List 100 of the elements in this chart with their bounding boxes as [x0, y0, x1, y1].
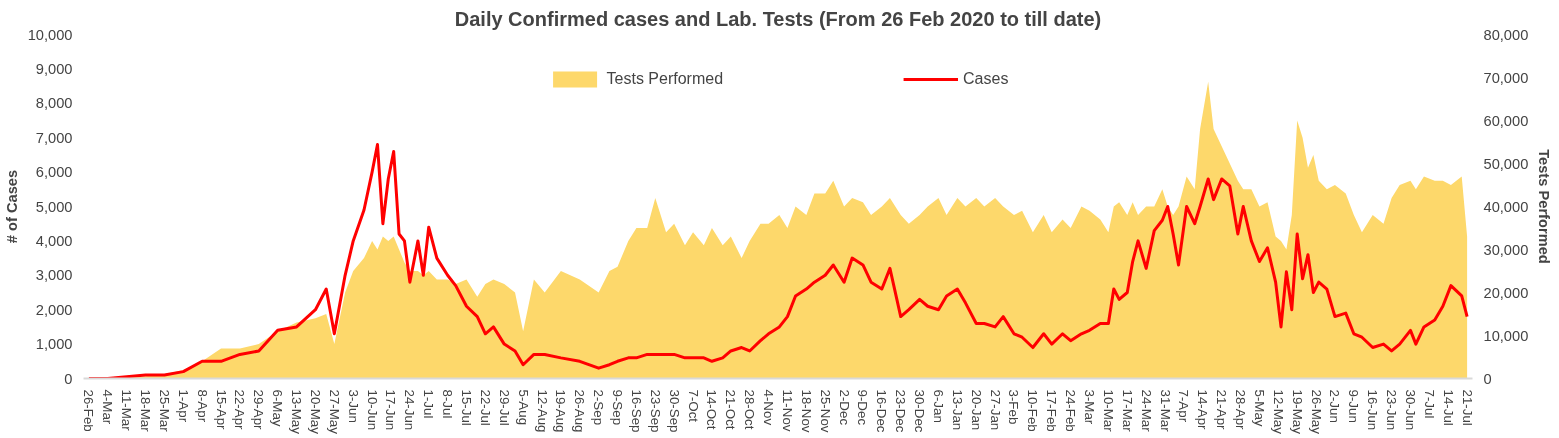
x-tick-label: 30-Jun [1402, 389, 1418, 431]
x-tick-label: 3-Mar [1082, 389, 1098, 425]
x-tick-label: 16-Dec [874, 389, 890, 433]
x-tick-label: 25-Mar [156, 389, 172, 433]
legend-label: Cases [963, 70, 1009, 88]
x-tick-label: 26-May [1308, 389, 1324, 435]
x-tick-label: 24-Jun [402, 389, 418, 431]
y-tick-label: 9,000 [35, 60, 73, 77]
x-tick-label: 31-Mar [1157, 389, 1173, 433]
x-tick-label: 21-Oct [723, 389, 739, 430]
x-tick-label: 17-Jun [383, 389, 399, 431]
x-tick-label: 6-Jan [930, 389, 946, 423]
x-tick-label: 20-Jan [968, 389, 984, 431]
x-tick-label: 3-Jun [345, 389, 361, 423]
x-tick-label: 22-Jul [477, 389, 493, 426]
x-tick-label: 18-Mar [138, 389, 154, 433]
x-tick-label: 11-Mar [119, 389, 135, 432]
x-tick-label: 9-Dec [855, 389, 871, 426]
y2-tick-label: 0 [1483, 370, 1492, 387]
x-tick-label: 7-Oct [685, 389, 701, 423]
x-tick-label: 9-Sep [610, 389, 626, 426]
x-tick-label: 16-Sep [628, 389, 644, 433]
x-tick-label: 21-Apr [1214, 389, 1230, 431]
x-tick-label: 14-Apr [1195, 389, 1211, 431]
x-tick-label: 8-Jul [440, 389, 456, 419]
x-tick-label: 22-Apr [232, 389, 248, 431]
x-tick-label: 5-Aug [515, 389, 531, 426]
x-tick-label: 9-Jun [1346, 389, 1362, 423]
y2-tick-label: 80,000 [1483, 26, 1529, 43]
y2-tick-label: 50,000 [1483, 155, 1529, 172]
x-tick-label: 25-Nov [817, 389, 833, 433]
x-tick-label: 2-Dec [836, 389, 852, 426]
x-tick-label: 12-Aug [534, 389, 550, 433]
x-tick-label: 23-Sep [647, 389, 663, 433]
x-tick-label: 17-Feb [1044, 389, 1060, 432]
chart-title: Daily Confirmed cases and Lab. Tests (From 26 Feb 2020 to till date) [454, 7, 1102, 30]
y2-tick-label: 10,000 [1483, 327, 1529, 344]
x-tick-label: 10-Mar [1100, 389, 1116, 433]
x-tick-label: 2-Sep [591, 389, 607, 426]
x-tick-label: 5-May [1251, 389, 1267, 427]
y-tick-label: 8,000 [35, 95, 73, 112]
x-tick-label: 19-May [1289, 389, 1305, 435]
x-tick-label: 20-May [307, 389, 323, 435]
x-tick-label: 7-Apr [1176, 389, 1192, 423]
x-tick-label: 12-May [1270, 389, 1286, 435]
y2-tick-label: 20,000 [1483, 284, 1529, 301]
x-tick-label: 23-Dec [893, 389, 909, 433]
x-tick-label: 13-Jan [949, 389, 965, 431]
x-tick-label: 10-Jun [364, 389, 380, 431]
x-tick-label: 8-Apr [194, 389, 210, 423]
x-tick-label: 19-Aug [553, 389, 569, 433]
x-tick-label: 17-Mar [1119, 389, 1135, 433]
x-tick-label: 24-Mar [1138, 389, 1154, 433]
y-tick-label: 10,000 [27, 26, 73, 43]
x-tick-label: 2-Jun [1327, 389, 1343, 423]
x-tick-label: 15-Jul [458, 389, 474, 426]
y-tick-label: 2,000 [35, 301, 73, 318]
x-tick-label: 18-Nov [798, 389, 814, 433]
x-tick-label: 29-Jul [496, 389, 512, 426]
y-tick-label: 5,000 [35, 198, 73, 215]
x-tick-label: 28-Oct [742, 389, 758, 430]
x-tick-label: 1-Apr [175, 389, 191, 423]
x-tick-label: 6-May [270, 389, 286, 427]
x-tick-label: 3-Feb [1006, 389, 1022, 425]
x-tick-label: 16-Jun [1365, 389, 1381, 431]
y2-tick-label: 60,000 [1483, 112, 1529, 129]
x-tick-label: 30-Sep [666, 389, 682, 433]
x-tick-label: 4-Nov [761, 389, 777, 426]
x-tick-label: 1-Jul [421, 389, 437, 419]
x-tick-label: 15-Apr [213, 389, 229, 431]
x-tick-label: 30-Dec [912, 389, 928, 433]
y-axis-title: # of Cases [3, 169, 20, 244]
x-tick-label: 14-Oct [704, 389, 720, 430]
x-tick-label: 10-Feb [1025, 389, 1041, 432]
y-tick-label: 0 [64, 370, 73, 387]
y-tick-label: 6,000 [35, 164, 73, 181]
x-tick-label: 11-Nov [779, 389, 795, 432]
x-tick-label: 21-Jul [1459, 389, 1475, 426]
x-tick-label: 26-Aug [572, 389, 588, 433]
y2-tick-label: 70,000 [1483, 69, 1529, 86]
y-tick-label: 1,000 [35, 336, 73, 353]
x-tick-label: 7-Jul [1421, 389, 1437, 419]
x-tick-label: 4-Mar [100, 389, 116, 425]
x-tick-label: 27-Jan [987, 389, 1003, 431]
legend-label: Tests Performed [606, 70, 724, 88]
y2-tick-label: 40,000 [1483, 198, 1529, 215]
x-tick-label: 29-Apr [251, 389, 267, 431]
y-tick-label: 3,000 [35, 267, 73, 284]
line-series [87, 143, 1469, 379]
x-tick-label: 13-May [289, 389, 305, 435]
y-tick-label: 4,000 [35, 232, 73, 249]
y-tick-label: 7,000 [35, 129, 73, 146]
x-tick-label: 27-May [326, 389, 342, 435]
x-tick-label: 26-Feb [81, 389, 97, 432]
x-tick-label: 14-Jul [1440, 389, 1456, 426]
x-tick-label: 28-Apr [1233, 389, 1249, 431]
y2-tick-label: 30,000 [1483, 241, 1529, 258]
x-tick-label: 23-Jun [1384, 389, 1400, 431]
x-tick-label: 24-Feb [1063, 389, 1079, 432]
y2-axis-title: Tests Performed [1536, 149, 1553, 264]
